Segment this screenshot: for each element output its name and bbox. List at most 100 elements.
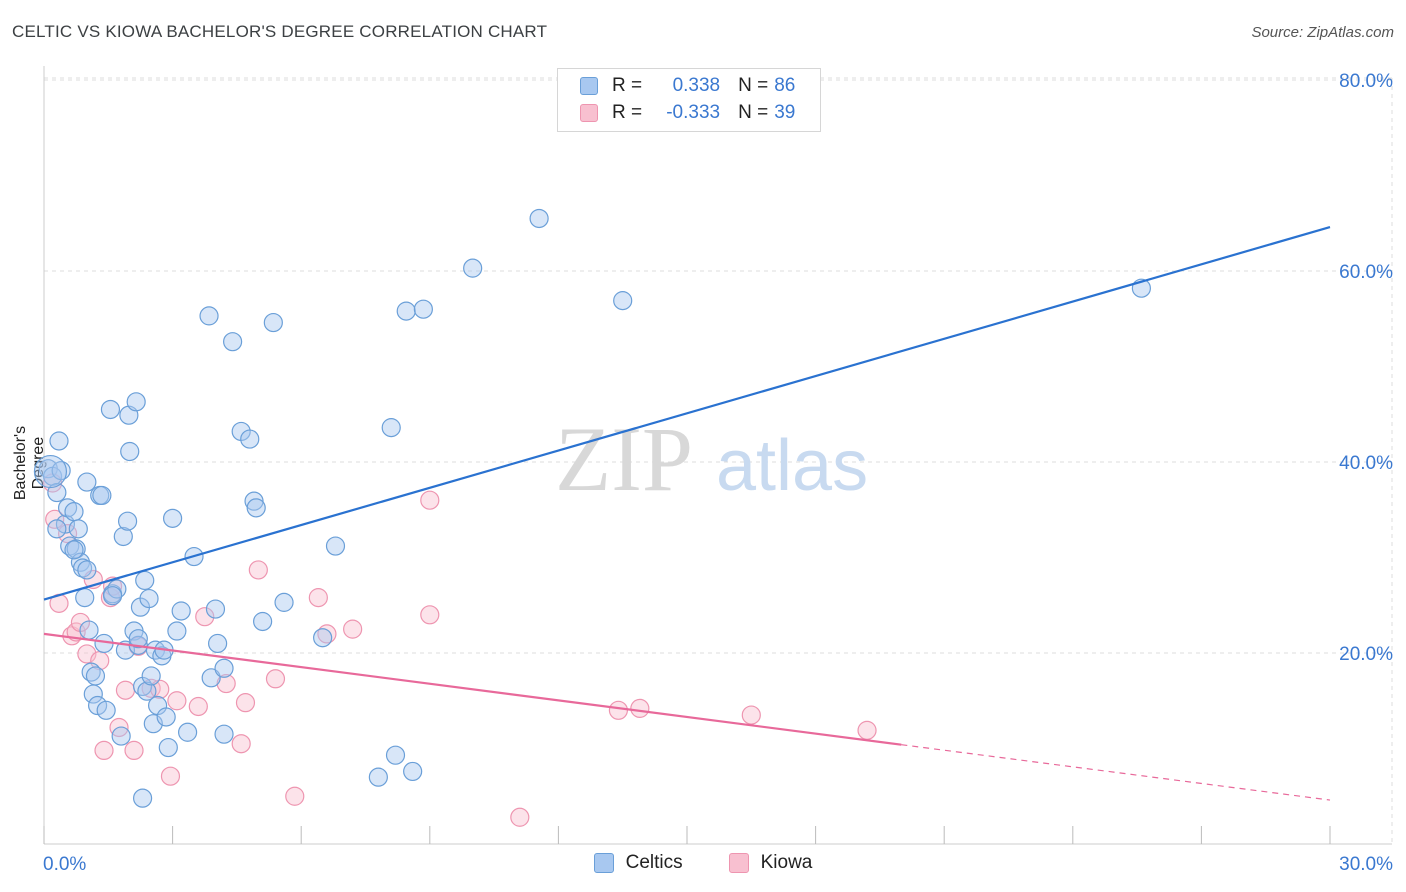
legend-n-value: 39	[774, 102, 796, 123]
celtics-point	[263, 312, 283, 333]
kiowa-point	[510, 807, 530, 827]
celtics-point	[167, 621, 187, 641]
celtics-point	[240, 429, 260, 449]
celtics-point	[313, 628, 333, 648]
celtics-point	[135, 570, 155, 591]
celtics-point	[381, 418, 401, 438]
kiowa-point	[265, 669, 286, 689]
ticks: 80.0% 60.0% 40.0% 20.0% 0.0% 30.0%	[43, 71, 1393, 875]
kiowa-point	[741, 705, 761, 725]
celtics-point	[120, 441, 140, 462]
watermark-atlas: atlas	[716, 426, 868, 506]
celtics-point	[413, 299, 433, 319]
celtics-point	[47, 482, 67, 503]
celtics-point	[126, 392, 146, 412]
celtics-point	[205, 599, 226, 619]
x-tick-label: 30.0%	[1339, 854, 1393, 875]
kiowa-point	[94, 740, 114, 761]
kiowa-point	[160, 766, 181, 786]
celtics-point	[368, 767, 388, 787]
celtics-point	[139, 588, 159, 609]
series-legend: Celtics Kiowa	[0, 852, 1406, 874]
celtics-point	[79, 620, 99, 640]
kiowa-point	[420, 605, 440, 625]
axes	[43, 66, 1392, 845]
celtics-point	[132, 788, 153, 808]
kiowa-point	[195, 607, 215, 627]
celtics-point	[117, 511, 138, 531]
celtics-point	[171, 601, 191, 621]
legend-item-celtics[interactable]: Celtics	[593, 852, 683, 874]
legend-r-label: R =	[612, 102, 643, 123]
kiowa-point	[231, 734, 251, 754]
celtics-point	[96, 700, 116, 720]
kiowa-point	[124, 740, 144, 761]
celtics-point	[325, 536, 346, 556]
celtics-point	[214, 658, 234, 678]
legend-item-kiowa[interactable]: Kiowa	[728, 852, 813, 874]
kiowa-trend-extension	[901, 744, 1331, 801]
celtics-point	[274, 592, 294, 612]
celtics-point	[201, 668, 221, 688]
x-tick-label: 0.0%	[43, 854, 86, 875]
celtics-point	[396, 301, 416, 321]
kiowa-point	[248, 560, 268, 580]
celtics-point	[137, 681, 157, 701]
celtics-point	[64, 502, 84, 522]
celtics-point	[47, 519, 67, 539]
celtics-point	[49, 431, 69, 451]
celtics-point	[64, 540, 84, 560]
celtics-point	[529, 208, 549, 229]
legend-n-value: 86	[774, 75, 796, 96]
celtics-point	[253, 611, 273, 632]
celtics-point	[111, 726, 131, 746]
legend-r-value: 0.338	[672, 75, 721, 96]
kiowa-point	[420, 490, 440, 510]
celtics-point	[199, 306, 219, 326]
kiowa-point	[343, 619, 363, 639]
celtics-point	[85, 666, 106, 686]
celtics-point	[385, 745, 406, 765]
celtics-point	[128, 629, 148, 649]
kiowa-point	[308, 588, 328, 608]
legend-r-value: -0.333	[666, 102, 721, 123]
celtics-point	[156, 707, 176, 727]
y-tick-label: 20.0%	[1339, 644, 1393, 665]
kiowa-points	[42, 473, 877, 827]
kiowa-point	[630, 698, 650, 718]
celtics-point	[163, 508, 183, 528]
y-tick-label: 60.0%	[1339, 262, 1393, 283]
celtics-point	[463, 258, 483, 278]
legend-n-label: N =	[738, 102, 769, 123]
kiowa-point	[608, 700, 629, 720]
celtics-point	[75, 588, 95, 608]
celtics-point	[77, 560, 97, 580]
celtics-points	[33, 208, 1151, 808]
kiowa-point	[115, 680, 136, 700]
kiowa-point	[285, 786, 305, 806]
kiowa-point	[167, 691, 187, 711]
legend-swatch-celtics	[593, 853, 614, 873]
celtics-point	[33, 454, 68, 489]
legend-label-celtics: Celtics	[625, 852, 683, 873]
celtics-point	[77, 472, 97, 492]
celtics-point	[613, 291, 633, 311]
celtics-point	[208, 633, 228, 654]
kiowa-point	[857, 720, 877, 740]
trend-lines	[43, 226, 1331, 801]
y-tick-label: 40.0%	[1339, 453, 1393, 474]
chart-title: CELTIC VS KIOWA BACHELOR'S DEGREE CORREL…	[12, 22, 548, 41]
celtics-point	[100, 399, 121, 420]
legend-label-kiowa: Kiowa	[760, 852, 813, 873]
celtics-point	[214, 724, 234, 744]
legend-swatch-kiowa	[580, 104, 598, 122]
legend-swatch-celtics	[580, 77, 598, 95]
watermark-zip: ZIP	[555, 408, 693, 510]
celtics-point	[113, 526, 133, 547]
watermark: ZIP atlas	[555, 408, 868, 510]
celtics-point	[178, 722, 198, 742]
legend-n-label: N =	[738, 75, 769, 96]
celtics-point	[141, 666, 161, 686]
celtics-point	[223, 332, 243, 352]
